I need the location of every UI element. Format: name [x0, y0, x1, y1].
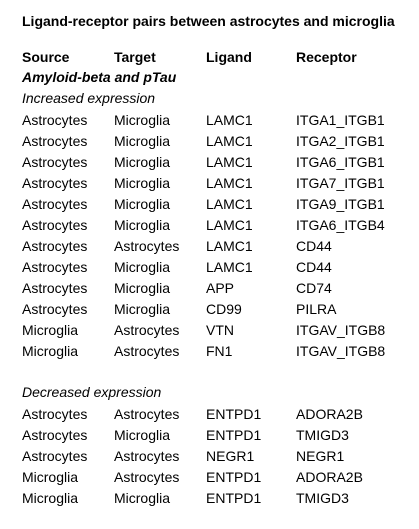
- cell-receptor: CD44: [296, 258, 332, 275]
- cell-target: Astrocytes: [114, 321, 180, 338]
- cell-ligand: LAMC1: [206, 111, 253, 128]
- cell-source: Astrocytes: [22, 447, 88, 464]
- cell-receptor: ITGA6_ITGB4: [296, 216, 385, 233]
- table-row: Astrocytes Microglia LAMC1 ITGA9_ITGB1: [22, 193, 412, 214]
- table-row: Astrocytes Microglia LAMC1 ITGA2_ITGB1: [22, 130, 412, 151]
- table-header: Source Target Ligand Receptor: [22, 46, 412, 67]
- cell-receptor: TMIGD3: [296, 489, 349, 506]
- table-row: Microglia Microglia ENTPD1 TMIGD3: [22, 487, 412, 508]
- cell-ligand: LAMC1: [206, 237, 253, 254]
- cell-source: Microglia: [22, 489, 79, 506]
- cell-target: Microglia: [114, 174, 171, 191]
- cell-target: Astrocytes: [114, 405, 180, 422]
- cell-ligand: LAMC1: [206, 216, 253, 233]
- cell-target: Microglia: [114, 426, 171, 443]
- cell-receptor: TMIGD3: [296, 426, 349, 443]
- cell-receptor: ITGA1_ITGB1: [296, 111, 385, 128]
- cell-ligand: VTN: [206, 321, 234, 338]
- cell-source: Astrocytes: [22, 132, 88, 149]
- cell-target: Astrocytes: [114, 237, 180, 254]
- document-title: Ligand-receptor pairs between astrocytes…: [22, 13, 395, 29]
- cell-source: Astrocytes: [22, 258, 88, 275]
- cell-source: Astrocytes: [22, 426, 88, 443]
- cell-source: Astrocytes: [22, 153, 88, 170]
- cell-ligand: ENTPD1: [206, 489, 262, 506]
- cell-target: Microglia: [114, 300, 171, 317]
- cell-target: Microglia: [114, 153, 171, 170]
- cell-source: Astrocytes: [22, 279, 88, 296]
- cell-source: Microglia: [22, 342, 79, 359]
- cell-receptor: ITGA2_ITGB1: [296, 132, 385, 149]
- cell-source: Astrocytes: [22, 237, 88, 254]
- document: Ligand-receptor pairs between astrocytes…: [22, 12, 412, 508]
- cell-target: Microglia: [114, 195, 171, 212]
- table-row: Astrocytes Astrocytes ENTPD1 ADORA2B: [22, 403, 412, 424]
- table-row: Astrocytes Microglia LAMC1 ITGA6_ITGB1: [22, 151, 412, 172]
- table-row: Astrocytes Microglia LAMC1 CD44: [22, 256, 412, 277]
- column-header-receptor: Receptor: [296, 48, 357, 65]
- cell-ligand: ENTPD1: [206, 426, 262, 443]
- cell-ligand: APP: [206, 279, 235, 296]
- table-row: Microglia Astrocytes ENTPD1 ADORA2B: [22, 466, 412, 487]
- cell-ligand: ENTPD1: [206, 468, 262, 485]
- cell-target: Astrocytes: [114, 342, 180, 359]
- cell-receptor: ADORA2B: [296, 405, 363, 422]
- cell-source: Astrocytes: [22, 195, 88, 212]
- cell-source: Astrocytes: [22, 216, 88, 233]
- table-row: Astrocytes Microglia CD99 PILRA: [22, 298, 412, 319]
- table-row: Astrocytes Astrocytes NEGR1 NEGR1: [22, 445, 412, 466]
- cell-ligand: FN1: [206, 342, 233, 359]
- group-label: Increased expression: [22, 90, 156, 106]
- cell-ligand: LAMC1: [206, 153, 253, 170]
- column-header-source: Source: [22, 48, 70, 65]
- cell-receptor: ITGA9_ITGB1: [296, 195, 385, 212]
- section-label: Amyloid-beta and pTau: [22, 69, 177, 85]
- cell-ligand: LAMC1: [206, 132, 253, 149]
- column-header-ligand: Ligand: [206, 48, 252, 65]
- cell-ligand: LAMC1: [206, 195, 253, 212]
- cell-receptor: ITGAV_ITGB8: [296, 321, 386, 338]
- table-row: Astrocytes Microglia LAMC1 ITGA6_ITGB4: [22, 214, 412, 235]
- cell-source: Microglia: [22, 468, 79, 485]
- cell-target: Microglia: [114, 132, 171, 149]
- cell-receptor: ADORA2B: [296, 468, 363, 485]
- table-body: Increased expression Astrocytes Microglia L…: [22, 88, 412, 508]
- cell-source: Astrocytes: [22, 405, 88, 422]
- cell-target: Astrocytes: [114, 468, 180, 485]
- cell-receptor: CD74: [296, 279, 332, 296]
- cell-ligand: LAMC1: [206, 174, 253, 191]
- cell-ligand: ENTPD1: [206, 405, 262, 422]
- cell-target: Microglia: [114, 489, 171, 506]
- cell-receptor: CD44: [296, 237, 332, 254]
- table-row: Microglia Astrocytes VTN ITGAV_ITGB8: [22, 319, 412, 340]
- cell-target: Microglia: [114, 279, 171, 296]
- cell-source: Microglia: [22, 321, 79, 338]
- cell-receptor: ITGA6_ITGB1: [296, 153, 385, 170]
- column-header-target: Target: [114, 48, 156, 65]
- cell-ligand: CD99: [206, 300, 242, 317]
- cell-target: Astrocytes: [114, 447, 180, 464]
- table-row: Astrocytes Microglia LAMC1 ITGA7_ITGB1: [22, 172, 412, 193]
- group-spacer: [22, 361, 412, 382]
- cell-ligand: LAMC1: [206, 258, 253, 275]
- cell-source: Astrocytes: [22, 111, 88, 128]
- cell-source: Astrocytes: [22, 300, 88, 317]
- table-row: Astrocytes Microglia ENTPD1 TMIGD3: [22, 424, 412, 445]
- table-row: Astrocytes Microglia APP CD74: [22, 277, 412, 298]
- cell-ligand: NEGR1: [206, 447, 255, 464]
- cell-receptor: NEGR1: [296, 447, 345, 464]
- cell-target: Microglia: [114, 216, 171, 233]
- table-row: Astrocytes Microglia LAMC1 ITGA1_ITGB1: [22, 109, 412, 130]
- cell-target: Microglia: [114, 111, 171, 128]
- group-label: Decreased expression: [22, 384, 162, 400]
- table-row: Astrocytes Astrocytes LAMC1 CD44: [22, 235, 412, 256]
- cell-target: Microglia: [114, 258, 171, 275]
- cell-receptor: ITGA7_ITGB1: [296, 174, 385, 191]
- cell-source: Astrocytes: [22, 174, 88, 191]
- table-row: Microglia Astrocytes FN1 ITGAV_ITGB8: [22, 340, 412, 361]
- cell-receptor: PILRA: [296, 300, 337, 317]
- cell-receptor: ITGAV_ITGB8: [296, 342, 386, 359]
